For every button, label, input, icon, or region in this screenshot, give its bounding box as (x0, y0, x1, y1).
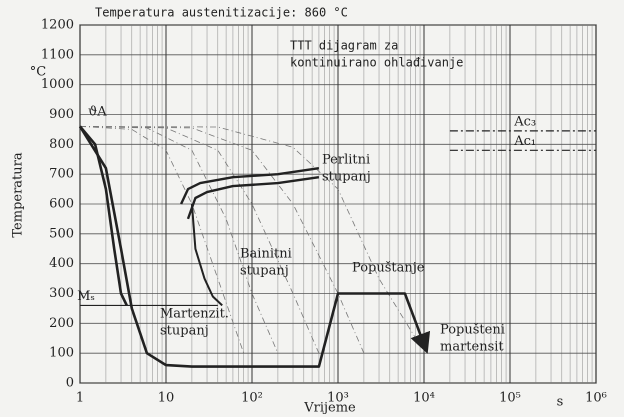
y-tick-label: 800 (49, 137, 74, 152)
x-tick-label: 10⁵ (499, 391, 521, 406)
y-tick-label: 100 (49, 346, 74, 361)
annotation: ϑA (88, 105, 107, 120)
x-axis-unit: s (557, 395, 564, 410)
y-tick-label: 1100 (41, 47, 74, 62)
cooling-curve (79, 125, 128, 306)
annotation: stupanj (160, 324, 209, 339)
cooling-curve (79, 126, 245, 354)
y-tick-label: 500 (49, 226, 74, 241)
chart-title: Temperatura austenitizacije: 860 °C (95, 6, 348, 20)
x-tick-label: 10⁴ (413, 391, 435, 406)
y-tick-label: 700 (49, 167, 74, 182)
y-tick-label: 200 (49, 316, 74, 331)
y-tick-label: 1000 (41, 77, 74, 92)
reference-label: Ac₁ (513, 134, 536, 149)
reference-label: Mₛ (77, 289, 95, 304)
y-tick-label: 400 (49, 256, 74, 271)
y-tick-label: 900 (49, 107, 74, 122)
y-tick-label: 1200 (41, 18, 74, 33)
y-axis-label: Temperatura (11, 152, 26, 237)
x-tick-label: 10² (241, 391, 263, 406)
x-axis-label: Vrijeme (303, 401, 356, 416)
annotation: Popušteni (440, 323, 505, 338)
x-tick-label: 10 (158, 391, 175, 406)
x-tick-label: 10⁶ (585, 391, 607, 406)
cooling-curve (186, 176, 320, 220)
annotation: Martenzit. (160, 307, 229, 322)
annotation: martensit (440, 340, 504, 355)
annotation: TTT dijagram za (290, 39, 398, 53)
cooling-curve (79, 126, 365, 354)
reference-label: Ac₃ (513, 114, 536, 129)
annotation: stupanj (322, 170, 371, 185)
annotation: kontinuirano ohlađivanje (290, 56, 463, 70)
x-tick-label: 1 (76, 391, 84, 406)
x-tick-label: 10³ (327, 391, 349, 406)
cooling-curve (78, 125, 431, 368)
y-tick-label: 600 (49, 197, 74, 212)
annotation: stupanj (240, 264, 289, 279)
annotation: Perlitni (322, 153, 370, 168)
y-axis-unit: °C (30, 65, 47, 80)
cooling-curve (180, 167, 320, 205)
annotation: Popuštanje (352, 261, 425, 276)
y-tick-label: 0 (66, 376, 74, 391)
annotation: Bainitni (240, 247, 292, 262)
y-tick-label: 300 (49, 286, 74, 301)
cooling-curve (190, 203, 223, 307)
